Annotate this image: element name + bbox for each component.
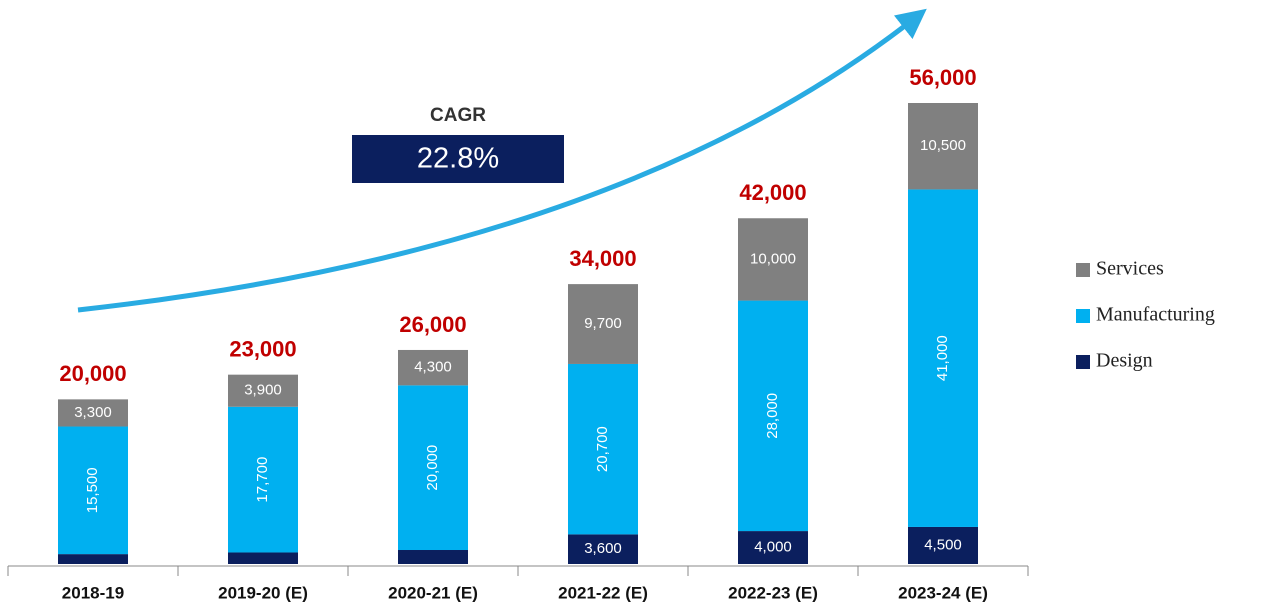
total-label: 34,000 <box>569 246 636 271</box>
legend-label: Services <box>1096 258 1164 280</box>
bar-segment <box>908 103 978 190</box>
x-tick-label: 2018-19 <box>62 583 124 602</box>
x-tick-label: 2020-21 (E) <box>388 583 478 602</box>
data-label: 4,000 <box>754 539 792 556</box>
data-label: 4,300 <box>414 359 452 376</box>
bar-segment <box>738 218 808 301</box>
bar-segment <box>58 554 128 564</box>
data-label: 3,600 <box>584 540 622 557</box>
bar-segment <box>568 363 638 535</box>
data-label: 28,000 <box>764 393 781 439</box>
bar-segment <box>568 534 638 564</box>
cagr-box <box>352 135 564 183</box>
data-label: 9,700 <box>584 315 622 332</box>
legend-label: Manufacturing <box>1096 304 1215 326</box>
bar-segment <box>58 426 128 555</box>
data-label: 15,500 <box>84 467 101 513</box>
bar-segment <box>398 349 468 386</box>
data-label: 10,000 <box>750 250 796 267</box>
bar-segment <box>228 406 298 553</box>
data-label: 41,000 <box>934 335 951 381</box>
data-label: 3,900 <box>244 382 282 399</box>
data-label: 17,700 <box>254 457 271 503</box>
total-label: 23,000 <box>229 336 296 361</box>
total-label: 26,000 <box>399 312 466 337</box>
bar-segment <box>58 399 128 427</box>
x-tick-label: 2021-22 (E) <box>558 583 648 602</box>
bar-segment <box>398 385 468 551</box>
x-tick-label: 2019-20 (E) <box>218 583 308 602</box>
cagr-title: CAGR <box>430 105 486 126</box>
bar-segment <box>738 300 808 532</box>
legend-swatch <box>1076 309 1090 323</box>
bar-segment <box>908 189 978 527</box>
growth-arrow <box>77 8 927 313</box>
bar-segment <box>228 552 298 564</box>
bar-segment <box>568 284 638 364</box>
legend-swatch <box>1076 355 1090 369</box>
bar-segment <box>398 550 468 564</box>
cagr-value: 22.8% <box>417 143 499 175</box>
data-label: 20,000 <box>424 445 441 491</box>
bar-segment <box>738 531 808 564</box>
data-label: 4,500 <box>924 536 962 553</box>
x-tick-label: 2023-24 (E) <box>898 583 988 602</box>
data-label: 3,300 <box>74 404 112 421</box>
total-label: 56,000 <box>909 65 976 90</box>
legend-swatch <box>1076 263 1090 277</box>
total-label: 20,000 <box>59 361 126 386</box>
bar-segment <box>908 526 978 564</box>
bar-segment <box>228 374 298 407</box>
legend-label: Design <box>1096 350 1153 372</box>
data-label: 10,500 <box>920 137 966 154</box>
data-label: 20,700 <box>594 426 611 472</box>
x-tick-label: 2022-23 (E) <box>728 583 818 602</box>
total-label: 42,000 <box>739 180 806 205</box>
